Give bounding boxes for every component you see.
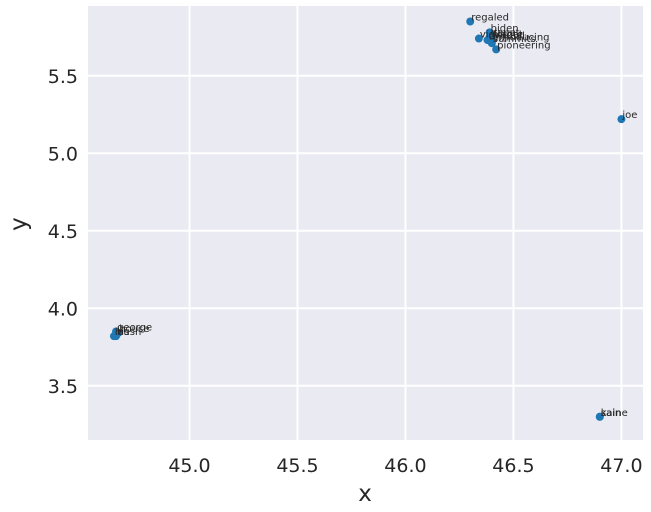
point-label: vigilante	[480, 30, 523, 41]
y-tick-label: 3.5	[48, 376, 78, 398]
data-point	[109, 332, 118, 341]
point-label: sain	[601, 408, 621, 419]
point-label: biden	[491, 23, 519, 34]
point-label: kaine	[601, 408, 628, 419]
point-label: summits	[493, 34, 536, 45]
point-label: cymbal	[489, 31, 525, 42]
plot-background	[88, 6, 643, 440]
data-point	[595, 412, 604, 421]
point-label: dapat	[491, 28, 520, 39]
x-tick-label: 47.0	[600, 455, 642, 477]
point-label: bush	[117, 327, 141, 338]
point-label: george	[117, 323, 152, 334]
grid	[88, 6, 643, 440]
point-label: joe	[621, 110, 637, 121]
y-tick-label: 5.5	[48, 66, 78, 88]
data-point	[617, 115, 626, 124]
x-tick-label: 46.5	[492, 455, 534, 477]
data-point	[474, 34, 483, 43]
y-tick-label: 4.5	[48, 221, 78, 243]
y-axis-title: y	[6, 217, 32, 231]
point-label: his	[115, 327, 129, 338]
y-tick-label: 4.0	[48, 298, 78, 320]
data-point	[466, 17, 475, 26]
data-point	[492, 45, 501, 54]
point-label: introducing	[493, 33, 550, 44]
data-point	[487, 39, 496, 48]
data-points: regaledbidendapatforgetcymbalvigilantein…	[109, 13, 637, 421]
x-tick-label: 45.5	[276, 455, 318, 477]
y-tick-label: 5.0	[48, 143, 78, 165]
x-axis-title: x	[358, 481, 372, 507]
point-label: forget	[493, 30, 523, 41]
point-label: house	[119, 324, 149, 335]
x-tick-label: 45.0	[168, 455, 210, 477]
point-label: regaled	[471, 13, 509, 24]
point-label: pioneering	[497, 40, 550, 51]
tick-labels: 45.0 45.5 46.0 46.5 47.0 3.5 4.0 4.5 5.0 5.5	[48, 66, 643, 477]
x-tick-label: 46.0	[384, 455, 426, 477]
